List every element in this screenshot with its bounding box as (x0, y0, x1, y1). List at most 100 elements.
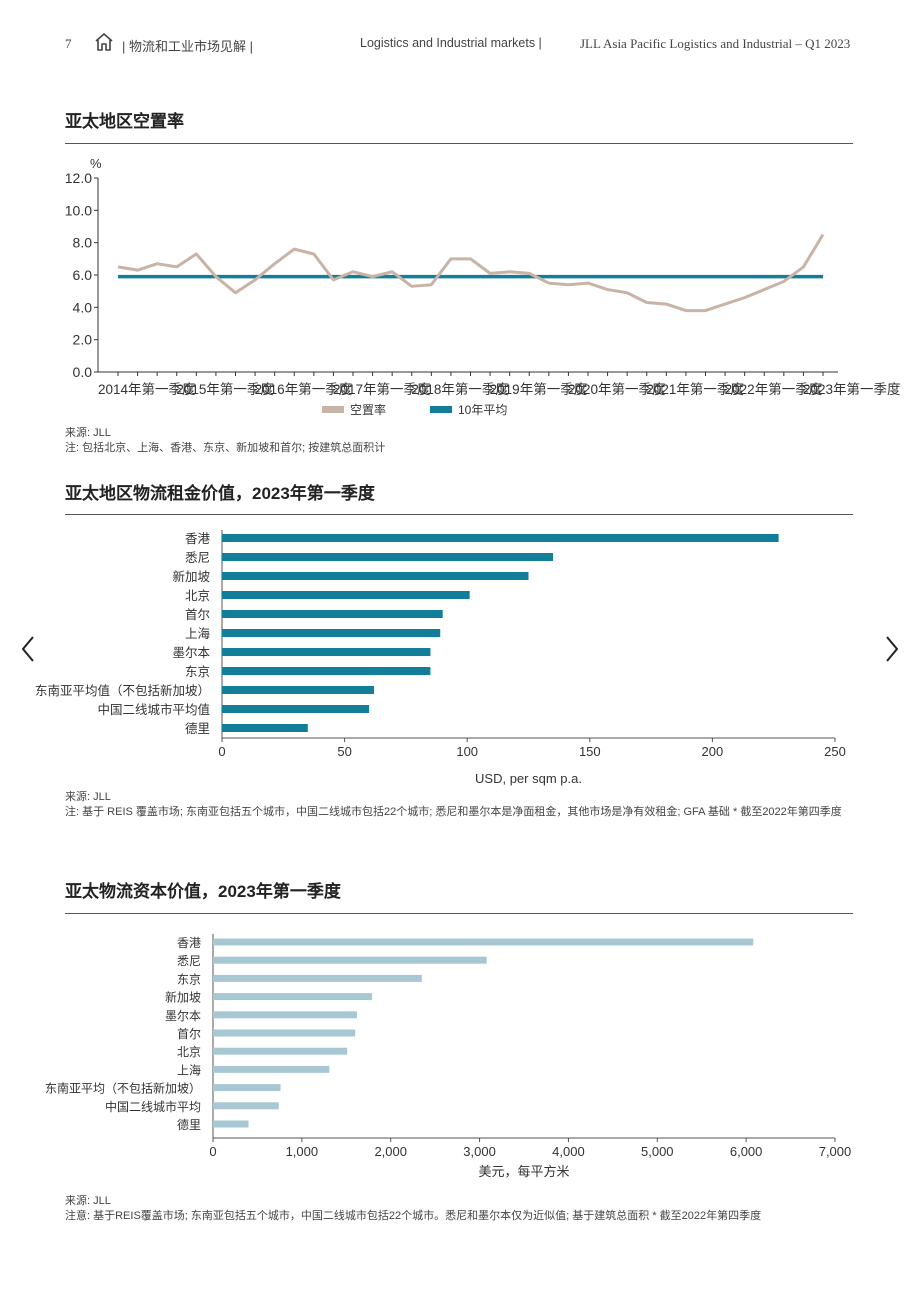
bar (222, 534, 779, 542)
capital-chart-title: 亚太物流资本价值，2023年第一季度 (65, 882, 341, 901)
category-label: 墨尔本 (165, 1008, 201, 1023)
header-section-title: | 物流和工业市场见解 | (122, 39, 253, 54)
y-tick-label: 8.0 (73, 235, 93, 251)
bar (222, 648, 431, 656)
x-tick-label: 7,000 (819, 1144, 852, 1159)
note-text: 注意: 基于REIS覆盖市场; 东南亚包括五个城市，中国二线城市包括22个城市。… (65, 1210, 762, 1222)
header-center-title: Logistics and Industrial markets | (360, 36, 542, 50)
x-tick-label: 2015年第一季度 (176, 381, 274, 397)
home-icon[interactable] (93, 31, 115, 53)
bar (213, 1120, 249, 1128)
category-label: 香港 (185, 532, 211, 546)
bar (222, 610, 443, 618)
y-tick-label: 12.0 (65, 170, 92, 186)
legend-label: 空置率 (350, 402, 386, 417)
rent-chart-title: 亚太地区物流租金价值，2023年第一季度 (65, 484, 375, 503)
x-tick-label: 2017年第一季度 (333, 381, 431, 397)
x-tick-label: 100 (456, 744, 478, 759)
bar (213, 1102, 279, 1110)
category-label: 上海 (185, 626, 211, 641)
x-tick-label: 2022年第一季度 (725, 381, 823, 397)
bar (222, 629, 441, 637)
x-tick-label: 1,000 (286, 1144, 319, 1159)
chevron-left-icon (21, 636, 34, 662)
series-line-vacancy (117, 233, 825, 313)
section-divider (65, 913, 853, 914)
bar (222, 667, 431, 675)
category-label: 中国二线城市平均值 (97, 702, 210, 717)
x-tick-label: 2019年第一季度 (490, 381, 588, 397)
x-tick-label: 200 (702, 744, 724, 759)
y-tick-label: 0.0 (73, 364, 93, 380)
x-tick-label: 3,000 (463, 1144, 496, 1159)
y-tick-label: 10.0 (65, 202, 92, 218)
y-tick-label: 4.0 (73, 299, 93, 315)
category-label: 东京 (185, 665, 210, 679)
source-text: 来源: JLL (65, 791, 111, 803)
x-tick-label: 2014年第一季度 (98, 381, 196, 397)
x-axis-label: USD, per sqm p.a. (475, 771, 582, 786)
bar (213, 1029, 356, 1037)
category-label: 首尔 (177, 1026, 201, 1041)
x-tick-label: 2021年第一季度 (646, 381, 744, 397)
x-tick-label: 2,000 (374, 1144, 407, 1159)
bar (222, 686, 375, 694)
x-tick-label: 2016年第一季度 (255, 381, 353, 397)
bar (222, 572, 529, 580)
category-label: 北京 (185, 589, 210, 603)
bar (213, 956, 487, 964)
x-tick-label: 250 (824, 744, 846, 759)
x-axis-label: 美元，每平方米 (478, 1164, 569, 1179)
bar (222, 553, 554, 561)
next-page-button[interactable] (884, 634, 900, 670)
y-tick-label: 6.0 (73, 267, 93, 283)
bar (213, 1084, 281, 1092)
vacancy-line-chart: % 0.0 2.0 4.0 6.0 8.0 10.0 12.0 2014年第一季度2015年第一… (65, 156, 901, 417)
page-number: 7 (65, 36, 72, 51)
category-label: 北京 (177, 1045, 201, 1059)
category-label: 悉尼 (185, 551, 210, 565)
x-tick-label: 0 (209, 1144, 216, 1159)
category-label: 中国二线城市平均 (105, 1099, 201, 1114)
bar (222, 705, 370, 713)
category-label: 上海 (177, 1062, 201, 1077)
bar (213, 974, 422, 982)
category-label: 首尔 (185, 607, 210, 622)
x-tick-label: 2018年第一季度 (411, 381, 509, 397)
bar (222, 724, 308, 732)
prev-page-button[interactable] (20, 634, 36, 670)
bar (213, 1011, 357, 1019)
legend-swatch (430, 406, 452, 413)
bar (222, 591, 470, 599)
x-tick-label: 2023年第一季度 (803, 381, 901, 397)
x-tick-label: 0 (218, 744, 225, 759)
category-label: 德里 (177, 1117, 201, 1132)
bar (213, 993, 373, 1001)
category-label: 新加坡 (165, 990, 201, 1005)
x-tick-label: 150 (579, 744, 601, 759)
legend-swatch (322, 406, 344, 413)
header-report-title: JLL Asia Pacific Logistics and Industria… (580, 36, 851, 51)
vacancy-source: 来源: JLL 注: 包括北京、上海、香港、东京、新加坡和首尔; 按建筑总面积计 (65, 426, 855, 456)
note-text: 注: 基于 REIS 覆盖市场; 东南亚包括五个城市，中国二线城市包括22个城市… (65, 806, 842, 818)
source-text: 来源: JLL (65, 427, 111, 439)
y-tick-label: 2.0 (73, 332, 93, 348)
note-text: 注: 包括北京、上海、香港、东京、新加坡和首尔; 按建筑总面积计 (65, 442, 386, 454)
x-tick-label: 50 (337, 744, 351, 759)
category-label: 香港 (177, 936, 201, 950)
vacancy-chart-title: 亚太地区空置率 (65, 112, 184, 131)
capital-source: 来源: JLL 注意: 基于REIS覆盖市场; 东南亚包括五个城市，中国二线城市… (65, 1194, 855, 1224)
bar (213, 1065, 330, 1073)
x-tick-label: 6,000 (730, 1144, 763, 1159)
x-tick-label: 2020年第一季度 (568, 381, 666, 397)
category-label: 东南亚平均（不包括新加坡） (45, 1081, 201, 1096)
chevron-right-icon (886, 636, 899, 662)
section-divider (65, 143, 853, 144)
source-text: 来源: JLL (65, 1195, 111, 1207)
legend-label: 10年平均 (458, 403, 507, 417)
category-label: 悉尼 (177, 954, 201, 968)
bar (213, 938, 754, 946)
category-label: 东京 (177, 972, 201, 986)
